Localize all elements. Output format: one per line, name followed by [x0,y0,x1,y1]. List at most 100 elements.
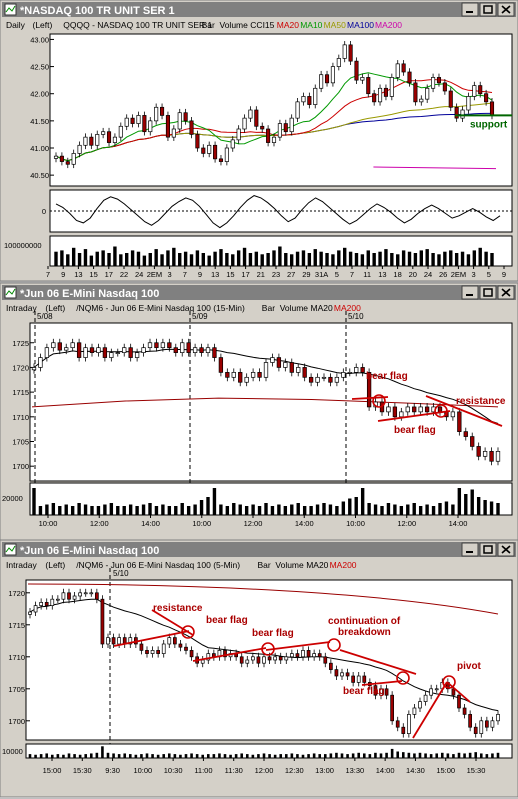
volume-bar [240,753,244,758]
title-bar[interactable] [2,542,516,557]
y-tick-label: 41.50 [30,117,49,126]
close-button[interactable] [497,2,515,17]
volume-bar [89,753,93,758]
chart-info-field: Daily [6,20,26,30]
volume-bar [457,752,461,758]
volume-bar [219,504,223,515]
chart-info-field: (Left) [45,560,65,570]
price-bar [360,363,365,377]
maximize-button[interactable] [479,285,497,300]
volume-bar [290,504,294,515]
volume-bar [419,250,423,266]
volume-bar [343,247,347,266]
price-bar [442,79,447,95]
price-bar [329,659,333,674]
chart-window-2: *Jun 06 E-Mini Nasdaq 100 Intraday (Left) /… [0,282,518,541]
x-tick-label: 5 [487,270,491,279]
x-tick-label: 14:30 [406,766,425,775]
price-bar [395,716,400,732]
price-bar [236,125,241,144]
volume-bar [329,753,333,758]
minimize-button[interactable] [461,542,479,557]
price-bar [460,106,465,122]
price-bar [245,656,250,668]
volume-bar [351,753,355,758]
volume-bar [50,754,54,758]
volume-bar [251,504,255,515]
volume-bar [51,503,56,515]
price-bar [389,73,394,101]
price-bar [205,343,211,357]
volume-bar [396,254,400,266]
price-bar [70,338,75,352]
price-bar [378,84,383,106]
y-tick-label: 42.50 [30,63,49,72]
chart-annotation: bear flag [366,371,408,382]
volume-bar [160,254,164,266]
price-bar [83,588,88,597]
minimize-button[interactable] [461,2,479,17]
volume-bar [128,504,133,515]
volume-bar [89,255,94,266]
volume-bar [401,250,406,266]
price-bar [383,84,388,101]
chart-annotation: bear flag [252,628,294,639]
volume-bar [60,250,64,266]
price-bar [78,588,82,600]
maximize-button[interactable] [479,2,497,17]
volume-bar [307,754,310,758]
price-bar [122,343,127,357]
price-bar [165,111,170,141]
price-bar [167,633,172,648]
volume-bar [273,754,277,758]
volume-bar [318,754,322,758]
price-bar [101,127,106,139]
price-plot-area[interactable] [49,33,513,187]
volume-bar [45,753,49,758]
close-button[interactable] [497,285,515,300]
price-bar [257,368,262,382]
volume-bar [140,754,143,758]
volume-bar [390,253,394,266]
price-bar [106,633,110,648]
price-bar [51,338,56,352]
price-bar [418,697,422,712]
volume-bar [136,251,141,266]
price-bar [278,652,283,664]
ma200-line [373,166,497,170]
price-bar [413,79,418,106]
price-bar [64,343,69,355]
volume-bar [77,503,81,515]
title-bar[interactable] [2,285,516,300]
x-tick-label: 15:30 [467,766,486,775]
minimize-button[interactable] [461,285,479,300]
title-bar[interactable] [2,2,516,17]
x-tick-label: 29 [302,270,310,279]
price-bar [128,633,133,648]
price-bar [33,601,38,616]
chart-info-field: CCI15 [250,20,274,30]
volume-bar [151,754,154,758]
x-tick-label: 14:00 [141,519,160,528]
volume-bar [451,504,455,515]
window-title: *NASDAQ 100 TR UNIT SER 1 [20,5,175,17]
trend-line [339,649,417,675]
volume-bar [199,500,204,515]
y-tick-label: 1725 [12,339,29,348]
price-bar [207,141,212,158]
cci-line [55,195,501,229]
close-button[interactable] [497,542,515,557]
price-bar [431,73,436,93]
maximize-button[interactable] [479,542,497,557]
price-bar [218,155,224,166]
volume-bar [128,754,132,758]
price-bar [313,84,318,109]
volume-bar [437,254,441,266]
price-bar [154,103,159,125]
volume-bar [284,253,288,266]
volume-bar [357,752,361,758]
volume-bar [386,503,391,515]
trend-line [361,680,403,686]
price-bar [317,649,322,661]
price-bar [436,73,442,87]
